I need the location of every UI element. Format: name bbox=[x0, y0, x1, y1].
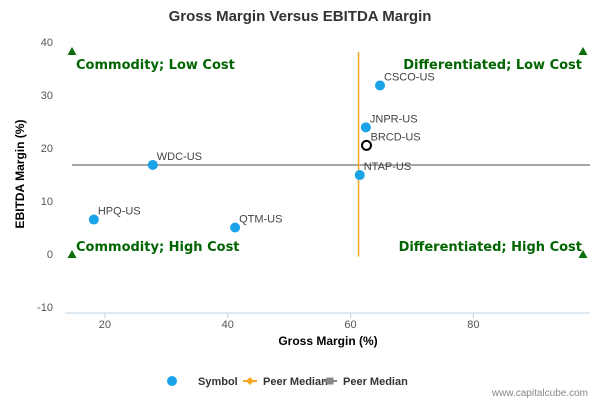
legend-label: Symbol bbox=[198, 376, 238, 388]
quadrant-triangle-marker bbox=[578, 47, 588, 55]
y-tick-label: 40 bbox=[41, 37, 53, 49]
data-point bbox=[354, 170, 365, 181]
x-tick-label: 60 bbox=[344, 319, 356, 331]
x-tick-label: 20 bbox=[99, 319, 111, 331]
quadrant-label-top-left: Commodity; Low Cost bbox=[76, 58, 235, 73]
x-axis-ticks: 20 40 60 80 bbox=[99, 313, 479, 331]
legend-square-marker bbox=[326, 377, 334, 385]
y-tick-label: 20 bbox=[41, 143, 53, 155]
legend-label: Peer Median bbox=[343, 376, 408, 388]
quadrant-label-bottom-right: Differentiated; High Cost bbox=[399, 240, 582, 255]
y-axis-ticks: -10 0 10 20 30 40 bbox=[37, 37, 53, 314]
legend: Symbol Peer Median Peer Median bbox=[167, 376, 408, 388]
y-tick-label: 10 bbox=[41, 196, 53, 208]
data-point-label: QTM-US bbox=[239, 214, 282, 226]
data-point-label: NTAP-US bbox=[364, 161, 411, 173]
quadrant-triangle-marker bbox=[67, 47, 77, 55]
data-point-label: JNPR-US bbox=[370, 113, 418, 125]
x-tick-label: 80 bbox=[467, 319, 479, 331]
data-point bbox=[230, 222, 241, 233]
x-axis-title: Gross Margin (%) bbox=[278, 334, 377, 348]
data-point bbox=[360, 139, 372, 151]
data-point bbox=[360, 122, 371, 133]
legend-symbol-marker bbox=[167, 376, 177, 386]
data-point-label: CSCO-US bbox=[384, 71, 435, 83]
legend-label: Peer Median bbox=[263, 376, 328, 388]
quadrant-label-bottom-left: Commodity; High Cost bbox=[76, 240, 240, 255]
data-point-label: WDC-US bbox=[157, 151, 202, 163]
credit-text: www.capitalcube.com bbox=[491, 388, 588, 399]
quadrant-triangle-marker bbox=[578, 250, 588, 258]
data-point bbox=[147, 159, 158, 170]
data-points: CSCO-US JNPR-US BRCD-US NTAP-US WDC-US HPQ-US… bbox=[88, 71, 435, 233]
data-point bbox=[375, 80, 385, 91]
quadrant-label-top-right: Differentiated; Low Cost bbox=[403, 58, 582, 73]
x-tick-label: 40 bbox=[222, 319, 234, 331]
data-point bbox=[88, 214, 99, 225]
y-tick-label: 0 bbox=[47, 249, 53, 261]
chart-title: Gross Margin Versus EBITDA Margin bbox=[169, 8, 432, 25]
data-point-label: HPQ-US bbox=[98, 206, 141, 218]
data-point-label: BRCD-US bbox=[370, 131, 420, 143]
y-axis-title: EBITDA Margin (%) bbox=[13, 120, 27, 229]
y-tick-label: -10 bbox=[37, 302, 53, 314]
y-tick-label: 30 bbox=[41, 90, 53, 102]
quadrant-triangle-marker bbox=[67, 250, 77, 258]
quadrant-markers bbox=[67, 47, 588, 258]
plot-area: -10 0 10 20 30 40 20 40 60 80 Commodity; Low Cos… bbox=[37, 37, 590, 331]
legend-diamond-marker bbox=[246, 377, 254, 385]
